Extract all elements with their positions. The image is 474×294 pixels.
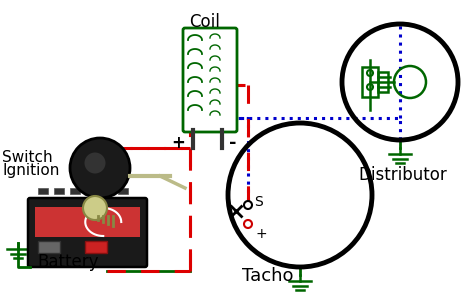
Text: Tacho: Tacho <box>242 267 294 285</box>
Circle shape <box>70 138 130 198</box>
Text: Ignition: Ignition <box>2 163 59 178</box>
Text: Coil: Coil <box>190 13 220 31</box>
Text: -: - <box>229 134 237 152</box>
Circle shape <box>244 201 252 209</box>
Text: Distributor: Distributor <box>358 166 447 184</box>
Text: +: + <box>171 134 185 152</box>
FancyBboxPatch shape <box>28 198 147 267</box>
Bar <box>102 188 112 194</box>
Bar <box>54 188 64 194</box>
Bar <box>118 188 128 194</box>
Bar <box>86 188 96 194</box>
Text: +: + <box>255 227 267 241</box>
Bar <box>378 72 388 92</box>
Bar <box>362 67 378 97</box>
Bar <box>38 241 60 253</box>
Bar <box>70 188 80 194</box>
Bar <box>85 241 107 253</box>
Bar <box>35 207 140 237</box>
Text: Battery: Battery <box>37 253 99 271</box>
Bar <box>38 188 48 194</box>
Text: S: S <box>255 195 264 209</box>
Circle shape <box>83 196 107 220</box>
Circle shape <box>84 153 106 173</box>
Circle shape <box>244 220 252 228</box>
Text: Switch: Switch <box>2 151 53 166</box>
FancyBboxPatch shape <box>183 28 237 132</box>
